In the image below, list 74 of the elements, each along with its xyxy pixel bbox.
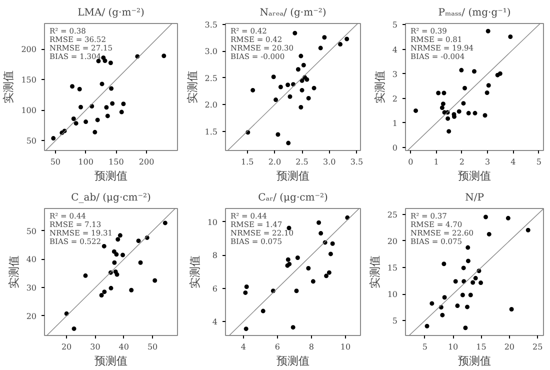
chart-title: C_ab/ (μg·cm⁻²) (71, 192, 152, 204)
y-tick-label: 40 (26, 255, 37, 264)
y-axis-title: 实测值 (188, 256, 202, 288)
x-tick-label: 6 (274, 342, 280, 352)
y-tick-label: 150 (21, 76, 37, 85)
y-tick-label: 1.5 (204, 127, 218, 136)
y-tick-label: 1 (392, 118, 398, 128)
x-tick-label: 10 (340, 342, 351, 352)
y-tick-label: 3 (392, 70, 398, 79)
x-axis-title: 预测值 (458, 170, 491, 182)
x-axis-title: 预测值 (94, 170, 128, 182)
y-tick-label: 3.5 (204, 20, 218, 30)
chart-title: Pₘₐₛₛ/ (mg·g⁻¹) (438, 8, 511, 18)
x-tick-label: 5 (422, 342, 428, 352)
x-tick-label: 2.0 (268, 158, 282, 166)
x-tick-label: 8 (308, 342, 314, 352)
chart-title: Nₐᵣₑₐ/ (g·m⁻²) (260, 8, 326, 18)
y-tick-label: 20 (26, 312, 37, 321)
y-tick-label: 0 (392, 144, 398, 153)
y-axis-title: 实测值 (7, 256, 20, 288)
x-tick-label: 150 (108, 158, 124, 166)
x-tick-label: 1.5 (241, 158, 254, 166)
y-axis-title: 实测值 (186, 70, 199, 104)
x-tick-label: 2 (459, 158, 464, 166)
x-tick-label: 4 (240, 342, 246, 352)
y-tick-label: 6 (212, 284, 218, 294)
y-axis-title: 实测值 (2, 70, 16, 104)
x-tick-label: 20 (504, 342, 515, 352)
chart-title: Cₐᵣ/ (μg·cm⁻²) (258, 192, 328, 204)
y-tick-label: 50 (26, 226, 37, 236)
y-tick-label: 5 (392, 20, 398, 30)
chart-title: LMA/ (g·m⁻²) (78, 8, 144, 18)
x-tick-label: 3.0 (322, 158, 336, 166)
x-tick-label: 3.5 (350, 158, 364, 166)
y-tick-label: 8 (212, 251, 218, 260)
x-tick-label: 100 (78, 158, 94, 166)
x-tick-label: 40 (118, 342, 129, 352)
x-tick-label: 200 (138, 158, 154, 166)
y-tick-label: 10 (387, 290, 398, 300)
x-tick-label: 50 (147, 342, 158, 352)
y-tick-label: 2 (392, 94, 398, 104)
x-tick-label: 3 (485, 158, 490, 166)
y-tick-label: 4 (212, 318, 218, 327)
x-tick-label: 1 (434, 158, 439, 166)
x-tick-label: 50 (50, 158, 61, 166)
y-tick-label: 2.0 (204, 100, 218, 110)
x-tick-label: 2.5 (296, 158, 308, 166)
y-tick-label: 2.5 (204, 74, 218, 83)
y-tick-label: 3.0 (204, 47, 218, 56)
y-tick-label: 4 (392, 45, 398, 54)
x-tick-label: 15 (476, 342, 486, 352)
x-tick-label: 4 (510, 158, 516, 166)
chart-title: N/P (465, 192, 484, 204)
x-tick-label: 10 (448, 342, 458, 352)
x-tick-label: 5 (536, 158, 542, 166)
x-tick-label: 30 (90, 342, 100, 352)
y-tick-label: 50 (26, 136, 37, 146)
y-axis-title: 实测值 (368, 256, 382, 288)
x-tick-label: 0 (408, 158, 414, 166)
y-tick-label: 20 (387, 236, 398, 246)
y-axis-title: 实测值 (373, 70, 386, 104)
x-tick-label: 25 (532, 342, 543, 352)
y-tick-label: 5 (392, 316, 398, 326)
x-axis-title: 预测值 (276, 170, 310, 182)
x-axis-title: 预测值 (94, 356, 128, 368)
y-tick-label: 10 (207, 218, 218, 227)
y-tick-label: 100 (21, 106, 37, 116)
y-tick-label: 15 (387, 263, 398, 272)
y-tick-label: 30 (26, 284, 37, 293)
y-tick-label: 25 (387, 210, 398, 220)
x-axis-title: 预测值 (276, 356, 310, 368)
y-tick-label: 200 (21, 45, 37, 54)
x-tick-label: 20 (61, 342, 72, 352)
x-axis-title: 预测值 (458, 356, 491, 368)
